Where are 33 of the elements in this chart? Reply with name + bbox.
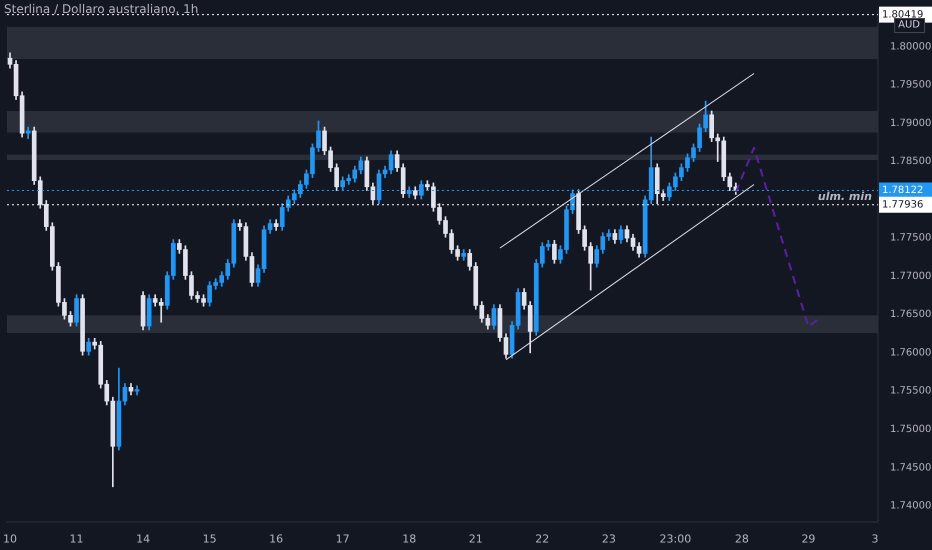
x-tick-label: 14 xyxy=(136,532,150,546)
y-tick-label: 1.79000 xyxy=(890,118,932,129)
y-tick-label: 1.74000 xyxy=(890,500,932,512)
y-tick-label: 1.77500 xyxy=(890,232,932,244)
x-tick-label: 29 xyxy=(801,532,816,546)
x-tick-label: 23 xyxy=(602,532,616,546)
y-tick-label: 1.78500 xyxy=(890,156,932,168)
x-tick-label: 28 xyxy=(734,532,749,546)
y-tick-label: 1.79500 xyxy=(890,80,932,91)
x-tick-label: 22 xyxy=(535,532,550,546)
y-tick-label: 1.74500 xyxy=(890,462,932,474)
x-tick-label: 15 xyxy=(202,532,217,546)
y-tick-label: 1.75500 xyxy=(890,386,932,397)
x-tick-label: 10 xyxy=(3,532,17,546)
ref-line-label: 1.80419 xyxy=(882,9,924,20)
text: AUD xyxy=(898,20,920,31)
y-tick-label: 1.80000 xyxy=(890,41,932,52)
ref-line-label: 1.77936 xyxy=(882,199,924,210)
candlestick xyxy=(134,385,140,396)
ref-line-label: 1.78122 xyxy=(882,185,924,196)
y-tick-label: 1.77000 xyxy=(890,270,932,282)
x-tick-label: 23:00 xyxy=(660,532,692,546)
x-tick-label: 3 xyxy=(871,532,878,546)
y-tick-label: 1.76500 xyxy=(890,309,932,320)
x-tick-label: 17 xyxy=(336,532,350,546)
x-tick-label: 16 xyxy=(269,532,284,546)
x-tick-label: 21 xyxy=(468,532,483,546)
x-tick-label: 18 xyxy=(402,532,416,546)
chart-title: Sterlina / Dollaro australiano, 1h xyxy=(4,2,198,16)
y-tick-label: 1.76000 xyxy=(890,347,932,358)
x-tick-label: 11 xyxy=(70,532,84,546)
y-tick-label: 1.75000 xyxy=(890,424,932,435)
annotation: ulm. min xyxy=(818,190,872,204)
